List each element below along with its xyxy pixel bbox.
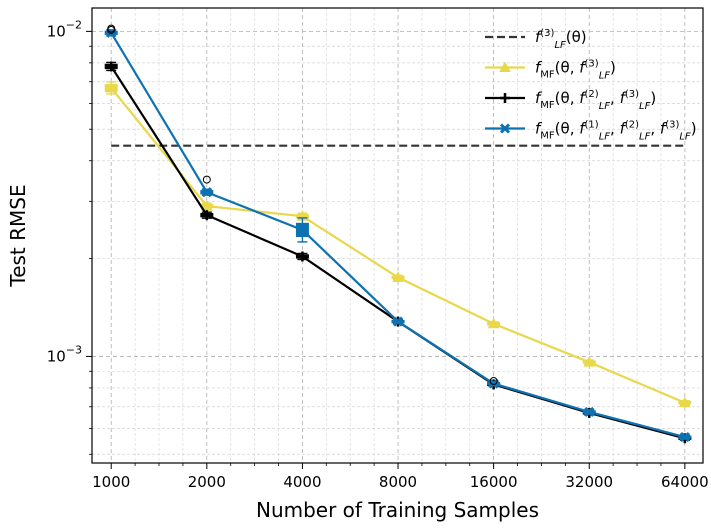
legend-label-series-1: fMF(θ, f(3)LF) [535,59,616,82]
x-tick-label: 2000 [188,473,226,491]
y-axis-title: Test RMSE [6,184,30,287]
data-point [297,251,308,262]
x-tick-label: 16000 [470,473,518,491]
y-tick-label: 10−2 [47,18,82,40]
data-point [679,431,690,443]
x-tick-label: 1000 [92,473,130,491]
data-point [488,378,499,389]
legend-label-series-3: fMF(θ, f(1)LF, f(2)LF, f(3)LF) [535,120,697,143]
x-axis-title: Number of Training Samples [256,498,539,522]
data-point [392,316,404,327]
outlier-point [202,175,211,184]
legend-marker-series-3 [499,123,511,134]
series-layer [104,24,692,444]
x-tick-label: 32000 [565,473,613,491]
y-tick-label: 10−3 [47,343,82,365]
data-point [106,61,117,72]
legend-label-series-2: fMF(θ, f(2)LF, f(3)LF) [535,89,656,112]
data-point [106,27,117,38]
legend-marker-series-2 [500,93,510,103]
legend-marker-series-1 [499,61,511,72]
plot-frame [91,7,704,464]
series-3 [104,27,692,443]
series-1 [104,81,692,408]
series-2 [104,61,692,444]
data-point [583,356,596,367]
legend: f(3)LF(θ) fMF(θ, f(3)LF) fMF(θ, f(2)LF, f(… [485,28,697,143]
x-tick-label: 8000 [379,473,417,491]
data-point [679,396,691,408]
outlier-point [107,25,116,34]
x-tick-label: 64000 [661,473,709,491]
data-point [297,224,308,235]
axis-ticks: 1000 2000 4000 8000 16000 32000 64000 10−2 10−3 [47,18,709,491]
data-point [487,317,500,329]
x-tick-label: 4000 [283,473,321,491]
data-point [392,271,404,282]
data-point [201,210,212,221]
data-point [201,187,212,198]
outlier-point [489,377,498,386]
data-point [200,200,213,211]
legend-label-baseline: f(3)LF(θ) [535,28,587,51]
data-point [584,406,595,417]
data-point [105,81,118,93]
